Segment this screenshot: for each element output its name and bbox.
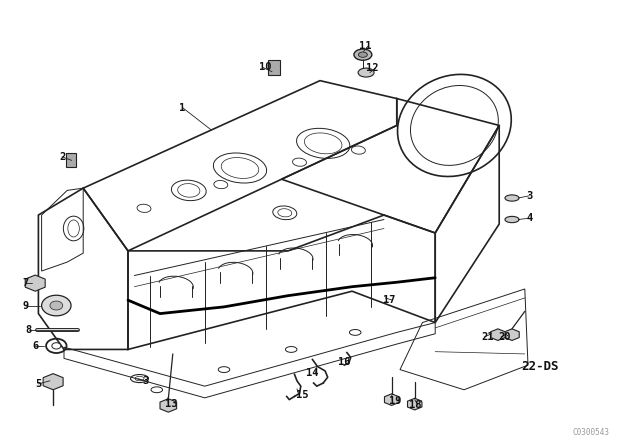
Ellipse shape xyxy=(137,204,151,212)
Text: 3: 3 xyxy=(526,191,532,201)
Text: 22-DS: 22-DS xyxy=(522,360,559,373)
Text: 3: 3 xyxy=(142,376,148,386)
Ellipse shape xyxy=(505,216,519,223)
Text: 10: 10 xyxy=(259,62,272,72)
Polygon shape xyxy=(160,399,177,412)
Text: 17: 17 xyxy=(383,295,396,305)
Bar xyxy=(66,153,76,167)
Ellipse shape xyxy=(505,195,519,201)
Text: 19: 19 xyxy=(389,396,402,406)
Polygon shape xyxy=(385,394,399,405)
Text: 1: 1 xyxy=(179,103,186,112)
Polygon shape xyxy=(491,329,505,340)
Polygon shape xyxy=(43,374,63,390)
Polygon shape xyxy=(25,275,45,291)
Ellipse shape xyxy=(292,158,307,166)
Text: 5: 5 xyxy=(35,379,42,389)
Text: 15: 15 xyxy=(296,390,308,400)
Ellipse shape xyxy=(151,387,163,392)
Circle shape xyxy=(50,301,63,310)
Ellipse shape xyxy=(358,52,367,57)
Text: 16: 16 xyxy=(338,357,351,366)
Text: 11: 11 xyxy=(358,41,371,51)
Text: 8: 8 xyxy=(26,325,32,335)
Text: 18: 18 xyxy=(408,401,421,410)
Circle shape xyxy=(52,343,61,349)
Text: 7: 7 xyxy=(22,278,29,288)
Text: 14: 14 xyxy=(306,368,319,378)
Ellipse shape xyxy=(285,347,297,352)
Polygon shape xyxy=(408,398,422,410)
Text: 13: 13 xyxy=(165,399,178,409)
Text: 20: 20 xyxy=(498,332,511,342)
Text: 12: 12 xyxy=(366,63,379,73)
Text: C0300543: C0300543 xyxy=(572,428,609,437)
Text: 9: 9 xyxy=(22,301,29,310)
Circle shape xyxy=(42,295,71,316)
Ellipse shape xyxy=(354,49,372,60)
Text: 4: 4 xyxy=(526,213,532,223)
Ellipse shape xyxy=(358,68,374,77)
Ellipse shape xyxy=(349,330,361,335)
Ellipse shape xyxy=(351,146,365,154)
Ellipse shape xyxy=(218,366,230,373)
Polygon shape xyxy=(505,329,519,340)
Text: 6: 6 xyxy=(32,341,38,351)
Ellipse shape xyxy=(214,181,228,189)
Text: 2: 2 xyxy=(59,152,65,162)
Text: 21: 21 xyxy=(481,332,494,342)
Bar xyxy=(268,60,280,75)
